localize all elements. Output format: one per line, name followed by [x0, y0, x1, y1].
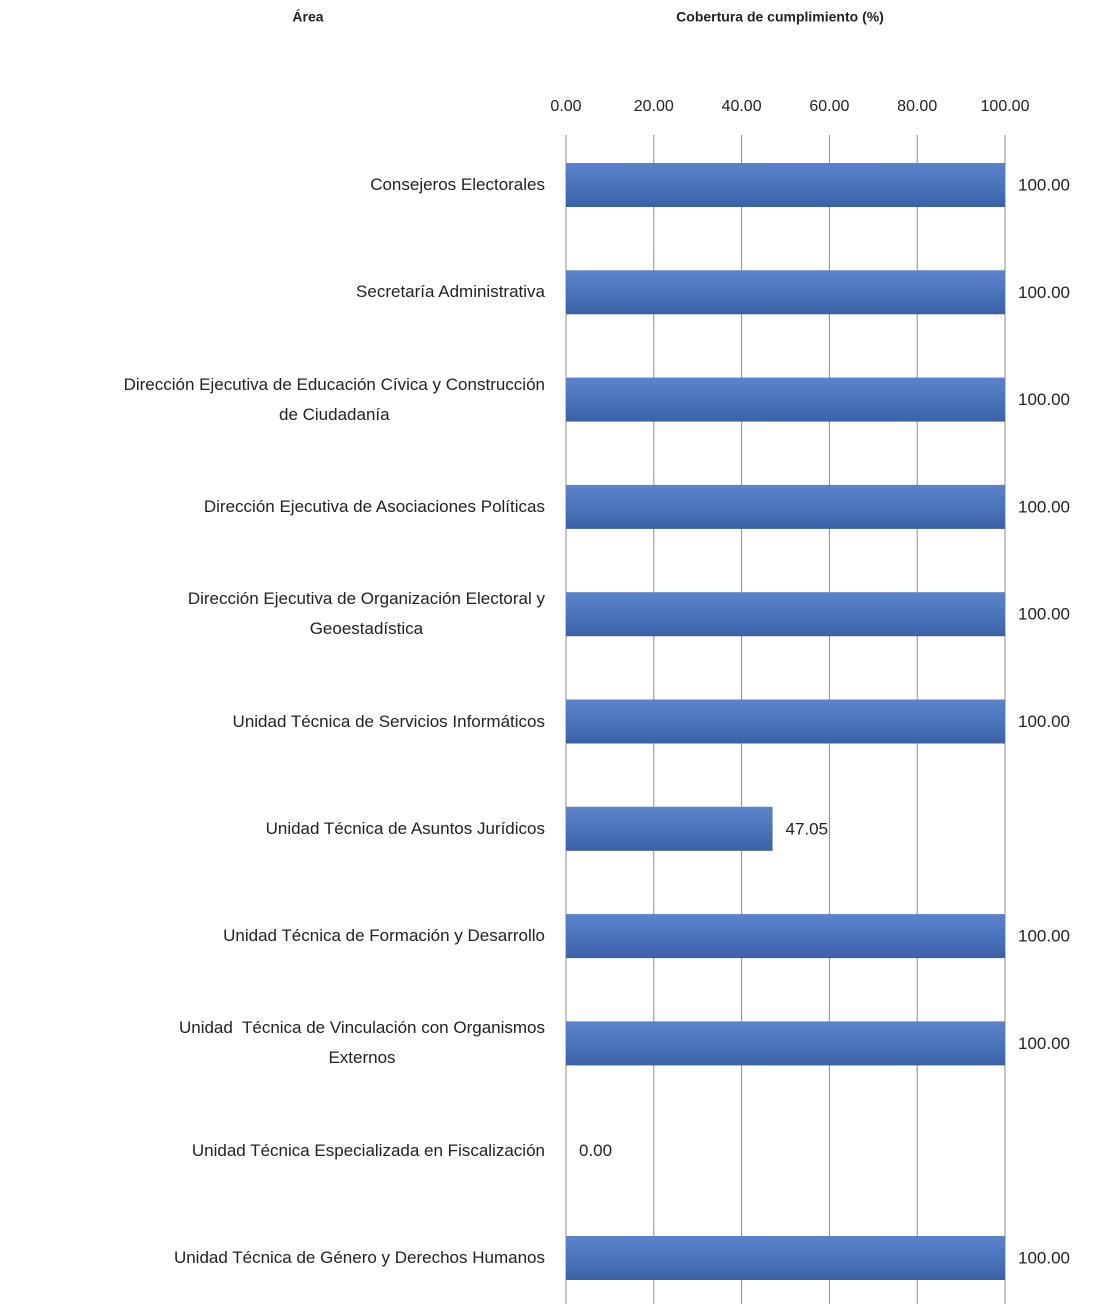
bar-shade [566, 484, 1005, 529]
category-label: Unidad Técnica de Formación y Desarrollo [223, 926, 545, 946]
data-label: 0.00 [579, 1141, 612, 1160]
bar-shade [566, 699, 1005, 744]
category-label: Consejeros Electorales [370, 175, 545, 194]
data-label: 100.00 [1018, 175, 1070, 194]
category-label: Unidad Técnica de Vinculación con Organi… [178, 1018, 545, 1068]
category-label: Unidad Técnica de Género y Derechos Huma… [173, 1248, 545, 1267]
data-label: 100.00 [1018, 1034, 1070, 1053]
bar-shade [566, 377, 1005, 422]
category-label: Dirección Ejecutiva de Asociaciones Polí… [203, 496, 545, 516]
data-label: 100.00 [1018, 283, 1070, 302]
data-label: 47.05 [786, 819, 829, 838]
category-label: Dirección Ejecutiva de Educación Cívica … [123, 374, 545, 424]
x-tick-label: 60.00 [809, 98, 849, 115]
category-label: Unidad Técnica de Servicios Informáticos [232, 711, 545, 731]
x-tick-label: 20.00 [634, 98, 674, 115]
category-label: Unidad Técnica Especializada en Fiscaliz… [191, 1140, 545, 1160]
data-label: 100.00 [1018, 390, 1070, 409]
bar-shade [566, 914, 1005, 959]
bar-shade [566, 806, 773, 851]
data-label: 100.00 [1018, 1248, 1070, 1267]
data-label: 100.00 [1018, 497, 1070, 516]
bar-shade [566, 270, 1005, 315]
data-label: 100.00 [1018, 605, 1070, 624]
value-axis-label: Cobertura de cumplimiento (%) [676, 9, 884, 25]
x-tick-label: 100.00 [981, 98, 1030, 115]
bar-shade [566, 592, 1005, 637]
data-label: 100.00 [1018, 712, 1070, 731]
x-tick-label: 80.00 [897, 98, 937, 115]
category-label: Unidad Técnica de Asuntos Jurídicos [265, 818, 545, 838]
bar-shade [566, 163, 1005, 207]
data-label: 100.00 [1018, 927, 1070, 946]
category-axis-label: Área [292, 9, 323, 25]
x-tick-label: 0.00 [550, 98, 581, 115]
bar-shade [566, 1021, 1005, 1066]
x-tick-label: 40.00 [722, 98, 762, 115]
bar-shade [566, 1236, 1005, 1280]
category-label: Dirección Ejecutiva de Organización Elec… [187, 589, 545, 639]
category-label: Secretaría Administrativa [356, 282, 545, 302]
